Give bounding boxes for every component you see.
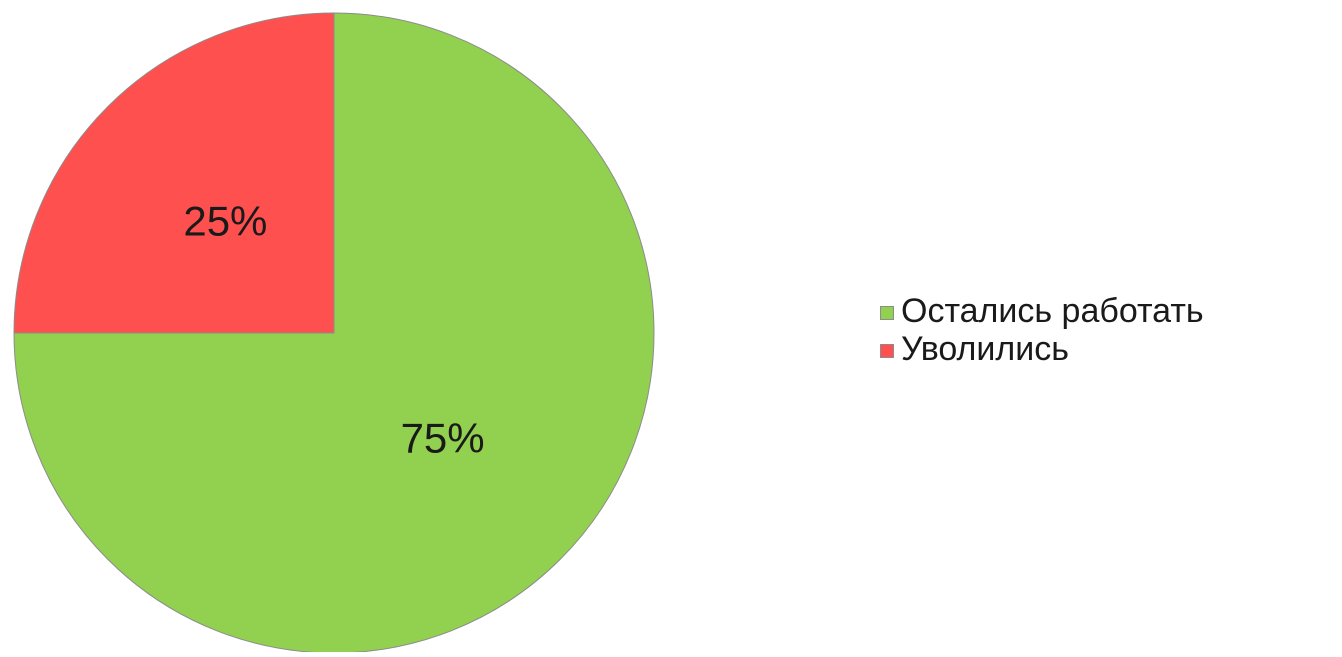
pie-label-stayed: 75% bbox=[401, 415, 485, 462]
legend-item-resigned: Уволились bbox=[880, 330, 1204, 368]
chart-legend: Остались работать Уволились bbox=[880, 292, 1204, 368]
legend-label-stayed: Остались работать bbox=[901, 292, 1204, 330]
pie-data-labels: 75% 25% bbox=[183, 197, 484, 461]
pie-slice-resigned bbox=[13, 12, 335, 334]
legend-label-resigned: Уволились bbox=[901, 330, 1069, 368]
pie-label-resigned: 25% bbox=[183, 197, 267, 244]
pie-slices bbox=[13, 12, 655, 654]
legend-item-stayed: Остались работать bbox=[880, 292, 1204, 330]
legend-swatch-stayed bbox=[880, 306, 894, 320]
legend-swatch-resigned bbox=[880, 344, 894, 358]
